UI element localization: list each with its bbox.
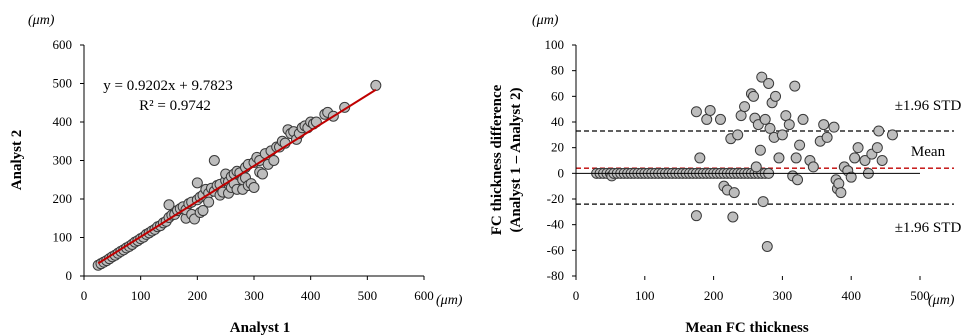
right-y-tick-label: -20 (547, 191, 564, 206)
right-y-tick-label: 0 (558, 165, 565, 180)
right-data-point (773, 152, 785, 164)
upper-limit-label: ±1.96 STD (895, 98, 962, 114)
left-data-point (203, 196, 215, 208)
right-y-tick-label: -80 (547, 268, 564, 283)
left-x-tick-label: 500 (358, 288, 378, 303)
right-y-axis-title-line2: (Analyst 1 – Analyst 2) (508, 87, 524, 232)
right-data-point (714, 113, 726, 125)
right-data-point (833, 178, 845, 190)
left-x-axis-title: Analyst 1 (230, 320, 290, 335)
right-data-point (790, 152, 802, 164)
left-x-tick-label: 600 (414, 288, 434, 303)
right-data-point (761, 240, 773, 252)
left-data-point (248, 181, 260, 193)
right-data-point (821, 131, 833, 143)
right-y-tick-label: 100 (545, 37, 565, 52)
right-data-point (852, 142, 864, 154)
right-y-tick-label: 80 (551, 63, 564, 78)
left-y-tick-label: 100 (53, 230, 73, 245)
left-y-tick-label: 400 (53, 114, 73, 129)
left-x-tick-label: 100 (131, 288, 151, 303)
right-data-point (876, 155, 888, 166)
left-x-tick-label: 0 (81, 288, 88, 303)
left-x-unit: (μm) (436, 293, 463, 308)
left-y-tick-label: 600 (53, 37, 73, 52)
left-regression-line (97, 88, 377, 265)
lower-limit-label: ±1.96 STD (895, 220, 962, 236)
right-data-point (759, 113, 771, 125)
right-y-unit: (μm) (532, 13, 559, 28)
left-data-point (163, 199, 175, 211)
right-data-point (828, 121, 840, 133)
right-data-point (871, 142, 883, 154)
right-data-point (690, 210, 702, 222)
right-x-axis-title: Mean FC thickness (685, 320, 808, 335)
right-data-point (690, 106, 702, 118)
right-x-tick-label: 100 (635, 288, 655, 303)
right-y-tick-label: -60 (547, 242, 564, 257)
r-squared: R² = 0.9742 (139, 98, 211, 114)
right-data-point (732, 129, 744, 141)
right-y-axis-title-line1: FC thickness difference (489, 84, 505, 235)
right-data-point (770, 90, 782, 102)
right-x-unit: (μm) (928, 293, 955, 308)
right-data-point (797, 113, 809, 125)
left-data-point (257, 168, 268, 180)
right-data-point (886, 129, 898, 141)
right-data-point (807, 161, 819, 173)
left-data-point (191, 177, 203, 189)
left-data-point (268, 155, 280, 166)
left-y-tick-label: 0 (66, 268, 73, 283)
right-x-tick-label: 300 (773, 288, 793, 303)
right-data-point (704, 104, 716, 116)
left-y-unit: (μm) (28, 13, 55, 28)
left-x-tick-label: 200 (188, 288, 208, 303)
left-y-tick-label: 500 (53, 76, 73, 91)
right-y-tick-label: 20 (551, 140, 564, 155)
left-data-point (208, 155, 220, 166)
right-x-tick-label: 200 (704, 288, 724, 303)
left-data-point (370, 79, 382, 91)
right-data-point (764, 122, 776, 134)
right-data-point (727, 211, 739, 223)
right-data-point (845, 171, 857, 183)
right-chart-bland-altman: (μm) (μm) -80 -60 -40 -20 0 20 40 60 80 100 0 100 2… (489, 13, 961, 335)
right-data-point (849, 152, 861, 164)
right-data-point (728, 187, 740, 199)
right-data-point (776, 129, 788, 141)
right-data-point (756, 71, 768, 83)
left-y-tick-label: 300 (53, 153, 73, 168)
regression-equation: y = 0.9202x + 9.7823 (103, 78, 232, 94)
left-data-point (197, 205, 209, 217)
left-chart-scatter-regression: (μm) (μm) 0 100 200 300 400 500 600 0 100 200 300… (9, 13, 463, 335)
right-data-point (748, 90, 760, 102)
right-data-point (783, 119, 795, 131)
right-x-tick-label: 0 (573, 288, 580, 303)
left-x-tick-label: 300 (244, 288, 264, 303)
right-data-point (750, 161, 762, 173)
left-y-axis-title: Analyst 2 (9, 130, 25, 190)
right-data-point (763, 78, 775, 89)
right-y-tick-label: -40 (547, 217, 564, 232)
right-data-point (694, 152, 706, 164)
right-data-point (818, 119, 830, 131)
right-y-tick-label: 60 (551, 88, 564, 103)
right-data-point (792, 174, 804, 186)
right-data-point (859, 155, 871, 166)
right-data-point (739, 101, 751, 113)
right-x-tick-label: 400 (841, 288, 861, 303)
right-data-point (873, 125, 885, 137)
mean-label: Mean (911, 144, 946, 160)
right-data-point (789, 80, 801, 92)
right-data-point (835, 187, 847, 199)
left-y-tick-label: 200 (53, 191, 73, 206)
left-x-tick-label: 400 (301, 288, 321, 303)
right-y-tick-label: 40 (551, 114, 564, 129)
right-data-point (754, 144, 766, 156)
right-x-tick-label: 500 (910, 288, 930, 303)
right-data-point (757, 196, 769, 208)
right-data-point (794, 139, 806, 151)
